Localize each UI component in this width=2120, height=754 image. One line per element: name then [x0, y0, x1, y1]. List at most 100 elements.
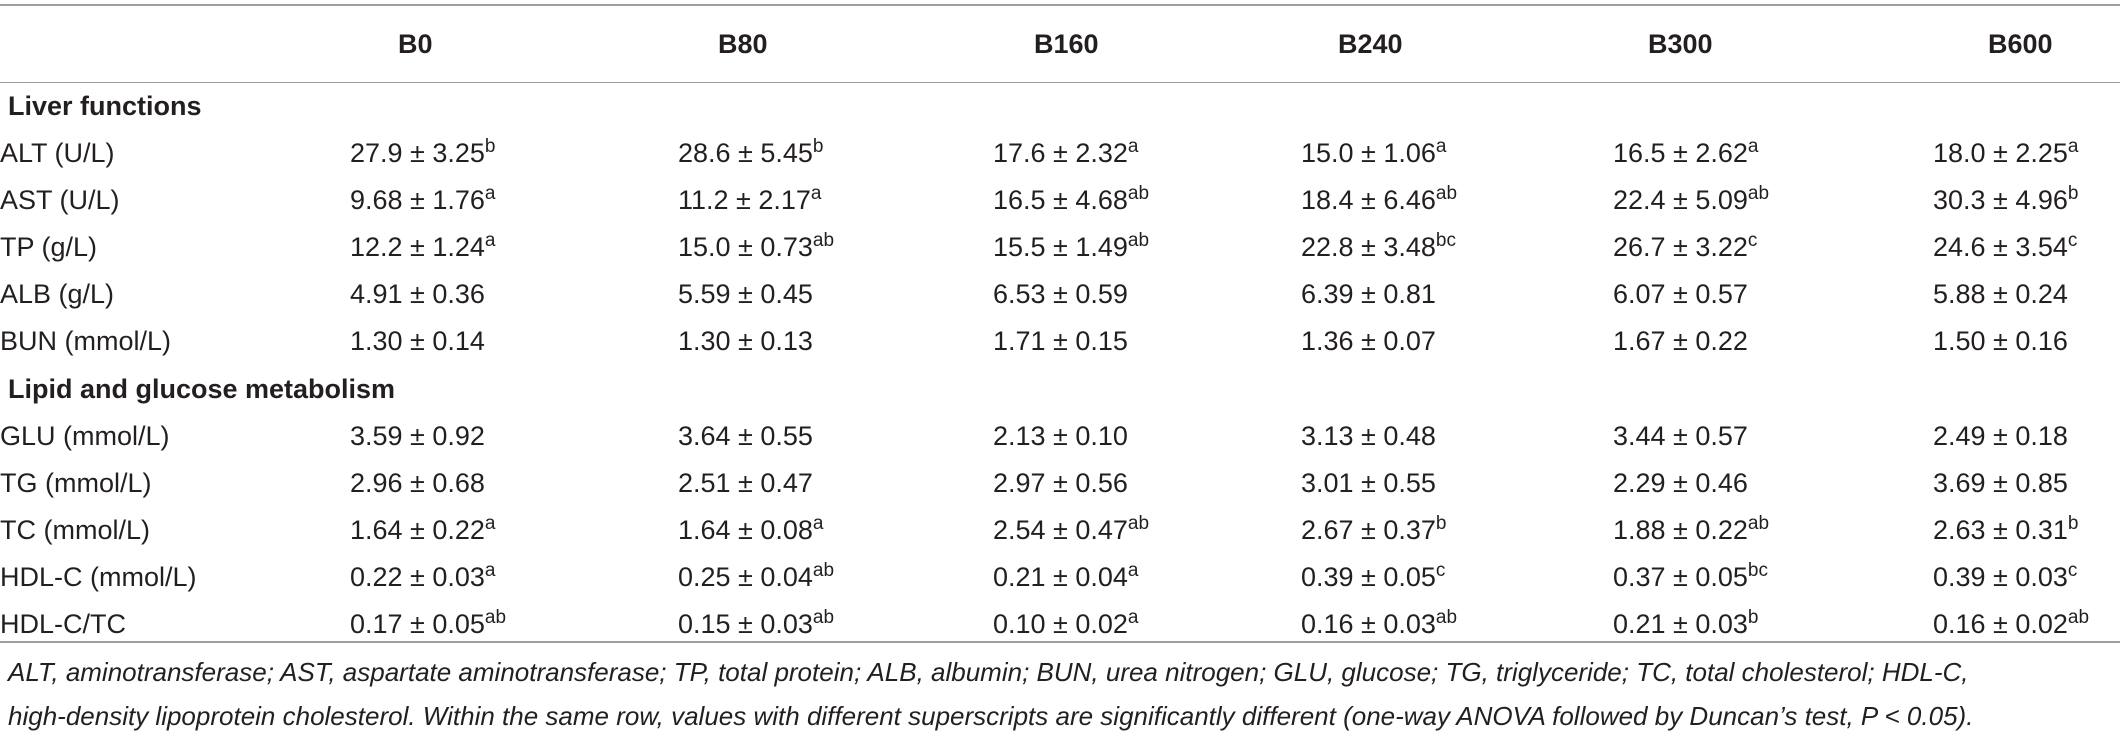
- table-cell: 0.16 ± 0.03ab: [1301, 601, 1613, 648]
- table-cell: 1.71 ± 0.15: [993, 318, 1301, 365]
- significance-superscript: ab: [1747, 183, 1770, 204]
- table-cell: 3.69 ± 0.85: [1933, 460, 2120, 507]
- cell-value: 30.3 ± 4.96: [1933, 185, 2068, 215]
- cell-value: 17.6 ± 2.32: [993, 138, 1128, 168]
- table-cell: 2.67 ± 0.37b: [1301, 507, 1613, 554]
- section-header-row: Lipid and glucose metabolism: [0, 365, 2120, 413]
- significance-superscript: ab: [484, 607, 507, 628]
- row-label: BUN (mmol/L): [0, 326, 172, 356]
- cell-value: 3.01 ± 0.55: [1301, 468, 1436, 498]
- row-label: TC (mmol/L): [0, 515, 150, 545]
- significance-superscript: a: [1747, 136, 1759, 157]
- cell-value: 12.2 ± 1.24: [350, 232, 485, 262]
- cell-value: 24.6 ± 3.54: [1933, 232, 2068, 262]
- significance-superscript: a: [1127, 560, 1139, 581]
- significance-superscript: b: [2067, 183, 2079, 204]
- table-cell: 18.4 ± 6.46ab: [1301, 177, 1613, 224]
- table-cell: 3.13 ± 0.48: [1301, 413, 1613, 460]
- header-cell-b240: B240: [1338, 28, 1403, 59]
- significance-superscript: b: [1435, 513, 1447, 534]
- significance-superscript: a: [812, 513, 824, 534]
- cell-value: 0.21 ± 0.03: [1613, 609, 1748, 639]
- significance-superscript: b: [484, 136, 496, 157]
- significance-superscript: bc: [1747, 560, 1768, 581]
- significance-superscript: ab: [1747, 513, 1770, 534]
- table-cell: 2.51 ± 0.47: [678, 460, 993, 507]
- table-row: TG (mmol/L) 2.96 ± 0.68 2.51 ± 0.47 2.97 ± …: [0, 460, 2120, 507]
- cell-value: 0.17 ± 0.05: [350, 609, 485, 639]
- table-cell: 3.01 ± 0.55: [1301, 460, 1613, 507]
- table-cell: 22.4 ± 5.09ab: [1613, 177, 1933, 224]
- table-cell: 16.5 ± 2.62a: [1613, 130, 1933, 177]
- significance-superscript: ab: [812, 560, 835, 581]
- cell-value: 3.69 ± 0.85: [1933, 468, 2068, 498]
- table-cell: 0.39 ± 0.05c: [1301, 554, 1613, 601]
- table-cell: 1.30 ± 0.13: [678, 318, 993, 365]
- table-cell: 3.44 ± 0.57: [1613, 413, 1933, 460]
- table-cell: 0.37 ± 0.05bc: [1613, 554, 1933, 601]
- significance-superscript: b: [812, 136, 824, 157]
- cell-value: 2.49 ± 0.18: [1933, 421, 2068, 451]
- significance-superscript: a: [810, 183, 822, 204]
- cell-value: 1.88 ± 0.22: [1613, 515, 1748, 545]
- significance-superscript: ab: [1435, 607, 1458, 628]
- table-cell: 0.10 ± 0.02a: [993, 601, 1301, 648]
- cell-value: 4.91 ± 0.36: [350, 279, 485, 309]
- significance-superscript: ab: [1435, 183, 1458, 204]
- header-row: B0 B80 B160 B240 B300 B600: [0, 6, 2120, 82]
- significance-superscript: ab: [1127, 513, 1150, 534]
- table-cell: 18.0 ± 2.25a: [1933, 130, 2120, 177]
- cell-value: 1.64 ± 0.08: [678, 515, 813, 545]
- cell-value: 2.97 ± 0.56: [993, 468, 1128, 498]
- cell-value: 9.68 ± 1.76: [350, 185, 485, 215]
- table-body: Liver functions ALT (U/L) 27.9 ± 3.25b 28.6…: [0, 82, 2120, 648]
- cell-value: 5.59 ± 0.45: [678, 279, 813, 309]
- significance-superscript: a: [1127, 607, 1139, 628]
- header-rule: [0, 82, 2120, 83]
- top-rule: [0, 4, 2120, 6]
- cell-value: 1.67 ± 0.22: [1613, 326, 1748, 356]
- results-table: B0 B80 B160 B240 B300 B600 Liver functio…: [0, 6, 2120, 648]
- cell-value: 0.16 ± 0.03: [1301, 609, 1436, 639]
- table-row: ALT (U/L) 27.9 ± 3.25b 28.6 ± 5.45b 17.6 ± …: [0, 130, 2120, 177]
- cell-value: 0.10 ± 0.02: [993, 609, 1128, 639]
- table-cell: 2.13 ± 0.10: [993, 413, 1301, 460]
- cell-value: 15.5 ± 1.49: [993, 232, 1128, 262]
- cell-value: 2.54 ± 0.47: [993, 515, 1128, 545]
- cell-value: 22.4 ± 5.09: [1613, 185, 1748, 215]
- cell-value: 2.29 ± 0.46: [1613, 468, 1748, 498]
- cell-value: 28.6 ± 5.45: [678, 138, 813, 168]
- table-cell: 1.30 ± 0.14: [350, 318, 678, 365]
- row-label: GLU (mmol/L): [0, 421, 170, 451]
- header-cell-b80: B80: [718, 28, 768, 59]
- row-label: ALB (g/L): [0, 279, 115, 309]
- table-cell: 28.6 ± 5.45b: [678, 130, 993, 177]
- table-row: AST (U/L) 9.68 ± 1.76a 11.2 ± 2.17a 16.5 ± …: [0, 177, 2120, 224]
- cell-value: 0.39 ± 0.03: [1933, 562, 2068, 592]
- table-cell: 4.91 ± 0.36: [350, 271, 678, 318]
- significance-superscript: ab: [812, 607, 835, 628]
- table-row: HDL-C/TC 0.17 ± 0.05ab 0.15 ± 0.03ab 0.10 ±…: [0, 601, 2120, 648]
- cell-value: 5.88 ± 0.24: [1933, 279, 2068, 309]
- header-cell-b600: B600: [1988, 28, 2053, 59]
- significance-superscript: a: [1127, 136, 1139, 157]
- table-cell: 15.5 ± 1.49ab: [993, 224, 1301, 271]
- table-cell: 0.17 ± 0.05ab: [350, 601, 678, 648]
- table-cell: 1.64 ± 0.08a: [678, 507, 993, 554]
- row-label: ALT (U/L): [0, 138, 115, 168]
- table-cell: 6.53 ± 0.59: [993, 271, 1301, 318]
- cell-value: 6.39 ± 0.81: [1301, 279, 1436, 309]
- table-cell: 26.7 ± 3.22c: [1613, 224, 1933, 271]
- table-cell: 5.88 ± 0.24: [1933, 271, 2120, 318]
- significance-superscript: a: [484, 230, 496, 251]
- significance-superscript: a: [484, 513, 496, 534]
- cell-value: 0.37 ± 0.05: [1613, 562, 1748, 592]
- table-cell: 0.16 ± 0.02ab: [1933, 601, 2120, 648]
- significance-superscript: c: [1435, 560, 1446, 581]
- cell-value: 0.15 ± 0.03: [678, 609, 813, 639]
- significance-superscript: a: [2067, 136, 2079, 157]
- cell-value: 3.13 ± 0.48: [1301, 421, 1436, 451]
- cell-value: 0.16 ± 0.02: [1933, 609, 2068, 639]
- cell-value: 6.53 ± 0.59: [993, 279, 1128, 309]
- table-cell: 9.68 ± 1.76a: [350, 177, 678, 224]
